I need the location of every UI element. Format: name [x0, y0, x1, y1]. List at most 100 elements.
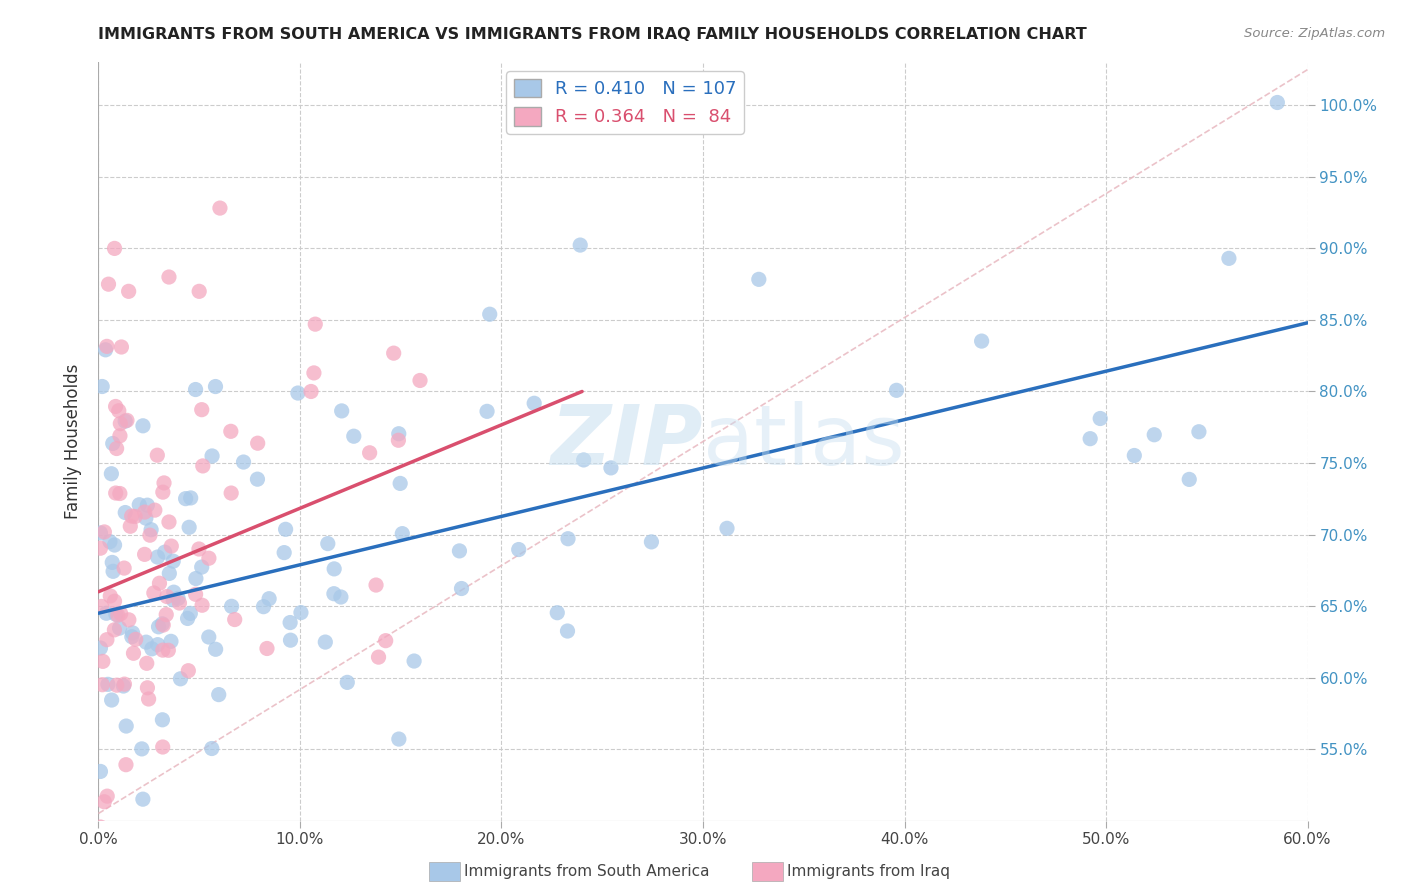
Point	[121, 509, 143, 524]
Point	[333, 823, 356, 838]
Point	[280, 633, 302, 648]
Point	[290, 606, 312, 620]
Point	[124, 509, 146, 524]
Point	[204, 379, 226, 393]
Point	[180, 491, 202, 505]
Point	[139, 528, 162, 542]
Point	[93, 524, 115, 539]
Point	[118, 613, 141, 627]
Point	[167, 591, 190, 606]
Point	[546, 606, 568, 620]
Point	[169, 596, 191, 610]
Point	[152, 643, 174, 657]
Point	[110, 417, 132, 431]
Point	[121, 630, 143, 644]
Point	[125, 632, 148, 647]
Point	[138, 692, 160, 706]
Text: IMMIGRANTS FROM SOUTH AMERICA VS IMMIGRANTS FROM IRAQ FAMILY HOUSEHOLDS CORRELAT: IMMIGRANTS FROM SOUTH AMERICA VS IMMIGRA…	[98, 27, 1087, 42]
Point	[132, 792, 155, 806]
Text: Immigrants from Iraq: Immigrants from Iraq	[787, 864, 950, 879]
Y-axis label: Family Households: Family Households	[65, 364, 83, 519]
Point	[970, 334, 993, 348]
Point	[336, 675, 359, 690]
Point	[257, 591, 280, 606]
Point	[146, 448, 169, 462]
Point	[142, 586, 165, 600]
Point	[141, 641, 163, 656]
Point	[150, 616, 173, 631]
Point	[157, 270, 180, 285]
Point	[322, 587, 344, 601]
Point	[112, 679, 135, 693]
Point	[128, 498, 150, 512]
Point	[135, 635, 157, 649]
Point	[716, 521, 738, 535]
Point	[330, 404, 353, 418]
Point	[160, 539, 183, 553]
Point	[450, 582, 472, 596]
Point	[252, 599, 274, 614]
Point	[246, 472, 269, 486]
Point	[304, 317, 326, 331]
Point	[299, 384, 322, 399]
Point	[131, 742, 153, 756]
Point	[367, 650, 389, 665]
Point	[105, 442, 128, 456]
Point	[134, 547, 156, 561]
Point	[110, 340, 132, 354]
Point	[104, 607, 127, 622]
Point	[148, 620, 170, 634]
Point	[191, 458, 214, 473]
Point	[134, 505, 156, 519]
Point	[160, 634, 183, 648]
Point	[188, 285, 211, 299]
Point	[115, 413, 138, 427]
Point	[197, 630, 219, 644]
Point	[179, 520, 201, 534]
Point	[404, 654, 426, 668]
Point	[91, 379, 114, 393]
Point	[101, 436, 124, 450]
Point	[184, 383, 207, 397]
Point	[122, 646, 145, 660]
Point	[508, 542, 530, 557]
Point	[169, 672, 191, 686]
Point	[188, 541, 211, 556]
Point	[382, 346, 405, 360]
Point	[256, 641, 278, 656]
Point	[91, 654, 114, 668]
Point	[343, 429, 366, 443]
Point	[569, 238, 592, 252]
Point	[143, 503, 166, 517]
Point	[600, 461, 623, 475]
Text: Immigrants from South America: Immigrants from South America	[464, 864, 710, 879]
Point	[89, 764, 111, 779]
Point	[120, 519, 142, 533]
Point	[329, 590, 352, 604]
Point	[89, 541, 111, 556]
Point	[640, 534, 662, 549]
Point	[101, 556, 124, 570]
Point	[174, 491, 197, 506]
Point	[208, 201, 231, 215]
Point	[478, 307, 501, 321]
Point	[748, 272, 770, 286]
Point	[201, 741, 224, 756]
Point	[152, 485, 174, 500]
Point	[157, 566, 180, 581]
Point	[1090, 411, 1112, 425]
Point	[100, 467, 122, 481]
Point	[136, 681, 159, 695]
Point	[97, 677, 120, 691]
Point	[98, 589, 121, 603]
Point	[246, 436, 269, 450]
Point	[146, 549, 169, 564]
Point	[108, 429, 131, 443]
Point	[388, 732, 411, 747]
Point	[184, 572, 207, 586]
Point	[89, 640, 111, 655]
Point	[108, 486, 131, 500]
Point	[139, 523, 162, 537]
Point	[103, 623, 125, 637]
Point	[96, 632, 118, 647]
